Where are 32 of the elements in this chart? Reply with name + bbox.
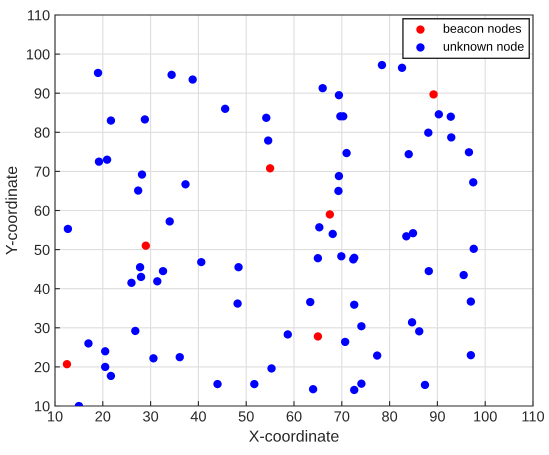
x-tick-label: 100: [474, 411, 497, 422]
point: [266, 164, 274, 172]
x-axis-title: X-coordinate: [249, 430, 339, 442]
x-tick-label: 90: [430, 411, 445, 422]
legend-label: beacon nodes: [444, 24, 522, 33]
y-tick-label: 100: [26, 49, 50, 60]
y-tick-label: 40: [34, 284, 50, 294]
y-tick-label: 110: [28, 10, 50, 20]
point: [429, 90, 438, 99]
y-tick-label: 50: [34, 244, 50, 256]
point: [62, 360, 72, 368]
x-tick-label: 40: [190, 411, 206, 422]
x-tick-label: 30: [143, 411, 158, 422]
point: [314, 332, 322, 341]
y-tick-label: 20: [34, 362, 50, 372]
x-tick-label: 50: [238, 411, 254, 422]
y-tick-label: 10: [35, 401, 50, 412]
x-tick-label: 60: [286, 411, 302, 422]
y-tick-label: 30: [34, 322, 50, 334]
x-tick-label: 10: [48, 411, 63, 422]
y-tick-label: 90: [34, 88, 50, 99]
legend-label: unknown node: [444, 42, 524, 51]
x-tick-label: 80: [382, 411, 398, 422]
y-tick-label: 80: [34, 127, 50, 138]
y-axis-title: Y-coordinate: [5, 166, 18, 255]
x-tick-label: 20: [95, 411, 110, 422]
x-tick-label: 110: [522, 411, 544, 422]
y-tick-label: 60: [34, 206, 50, 216]
point: [142, 242, 150, 250]
point: [326, 210, 334, 219]
y-tick-label: 70: [34, 166, 50, 177]
x-tick-label: 70: [334, 411, 350, 422]
